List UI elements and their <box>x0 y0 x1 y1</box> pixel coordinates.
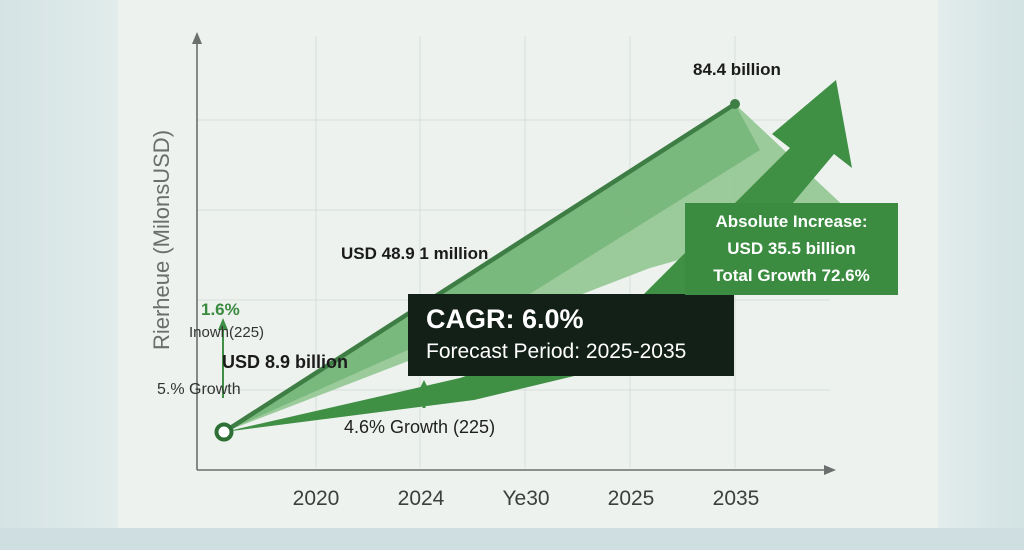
increase-callout: Absolute Increase: USD 35.5 billion Tota… <box>685 203 898 295</box>
background-bottom <box>0 528 1024 550</box>
midpoint-value-label: USD 48.9 1 million <box>341 244 489 263</box>
growth-area-mid <box>224 104 760 432</box>
start-growth-note: Inowh(225) <box>189 324 265 341</box>
start-point <box>214 422 234 442</box>
start-growth-label: 1.6% <box>201 300 240 319</box>
start-value-label: USD 8.9 billion <box>222 352 349 372</box>
background-left <box>0 0 118 550</box>
low-growth-label: 4.6% Growth (225) <box>344 417 496 437</box>
x-tick-2020: 2020 <box>292 487 340 510</box>
cagr-period: Forecast Period: 2025-2035 <box>426 340 687 363</box>
revenue-line <box>221 101 738 435</box>
start-growth-arrowhead <box>218 318 228 330</box>
cagr-title: CAGR: 6.0% <box>426 304 584 334</box>
increase-value: USD 35.5 billion <box>727 239 856 258</box>
x-tick-2025: 2025 <box>607 487 655 510</box>
start-note-label: 5.% Growth <box>157 381 241 398</box>
x-axis-arrowhead <box>824 465 836 475</box>
increase-title: Absolute Increase: <box>715 212 868 231</box>
x-tick-2035: 2035 <box>712 487 760 510</box>
background-right <box>938 0 1024 550</box>
peak-point <box>730 99 740 109</box>
increase-growth: Total Growth 72.6% <box>713 266 870 285</box>
y-axis-title: Rierheue (MilonsUSD) <box>149 129 174 351</box>
cagr-callout: CAGR: 6.0% Forecast Period: 2025-2035 <box>408 294 734 376</box>
low-growth-arrowhead <box>418 380 430 392</box>
x-tick-ye30: Ye30 <box>502 487 550 510</box>
y-axis-arrowhead <box>192 32 202 44</box>
x-tick-2024: 2024 <box>397 487 445 510</box>
peak-value-label: 84.4 billion <box>693 60 781 79</box>
